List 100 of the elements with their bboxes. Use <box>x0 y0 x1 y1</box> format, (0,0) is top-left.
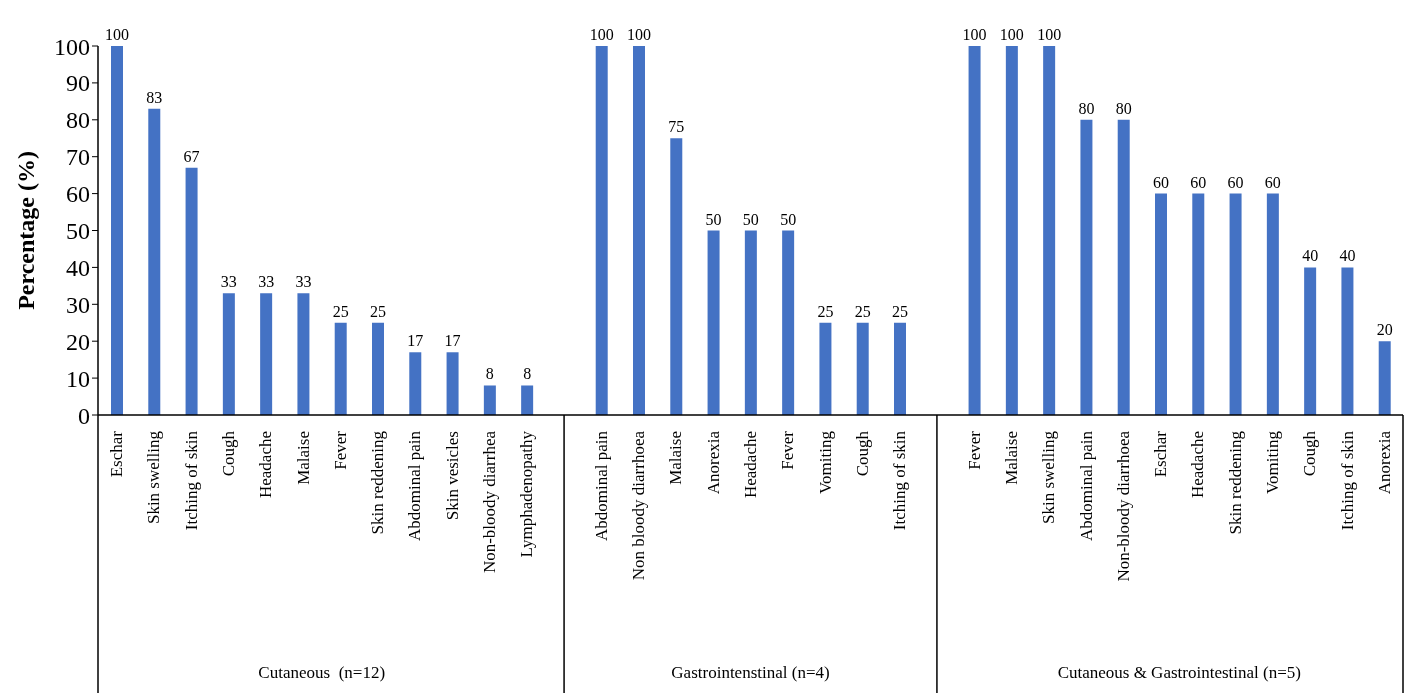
data-label: 8 <box>485 365 494 383</box>
bar <box>1080 119 1093 415</box>
bar <box>260 293 273 415</box>
bar <box>1192 193 1205 415</box>
y-tick-label: 80 <box>66 107 90 134</box>
x-tick-label: Cough <box>219 430 238 477</box>
x-tick-label: Anorexia <box>703 430 723 495</box>
data-label: 40 <box>1302 247 1319 265</box>
data-label: 25 <box>332 302 349 320</box>
bar <box>819 322 832 415</box>
y-tick-label: 60 <box>66 181 90 208</box>
bar <box>409 352 422 415</box>
data-label: 25 <box>892 302 908 320</box>
bar <box>521 385 534 415</box>
y-tick-label: 90 <box>66 70 90 97</box>
data-label: 25 <box>370 302 386 320</box>
data-label: 40 <box>1339 247 1356 265</box>
data-label: 25 <box>817 302 834 320</box>
x-tick-label: Vomiting <box>1263 430 1282 494</box>
x-tick-label: Vomiting <box>815 430 835 494</box>
x-tick-label: Abdominal pain <box>1076 430 1096 542</box>
x-tick-label: Itching of skin <box>890 430 910 531</box>
bar <box>1043 46 1056 415</box>
data-label: 50 <box>780 210 797 228</box>
x-tick-label: Malaise <box>666 431 686 485</box>
data-label: 67 <box>183 147 200 165</box>
y-tick-label: 20 <box>66 328 90 355</box>
x-tick-label: Headache <box>1188 431 1208 499</box>
x-tick-label: Skin swelling <box>1039 430 1059 525</box>
bar <box>1378 341 1391 415</box>
data-label: 75 <box>668 118 685 136</box>
data-label: 80 <box>1115 99 1132 117</box>
bar <box>372 322 384 415</box>
data-label: 17 <box>444 332 461 350</box>
bar <box>334 322 347 415</box>
bar <box>595 46 608 415</box>
data-label: 80 <box>1078 99 1095 117</box>
bar <box>744 230 757 415</box>
x-tick-label: Cough <box>1300 430 1320 477</box>
bar <box>1341 267 1354 415</box>
text: Cutaneous & Gastrointestinal (n=5) <box>1057 663 1301 682</box>
x-tick-label: Cough <box>852 430 872 477</box>
data-label: 60 <box>1190 173 1207 191</box>
data-label: 100 <box>999 26 1024 43</box>
data-label: 33 <box>258 273 275 291</box>
x-tick-label: Non bloody diarrhoea <box>629 430 649 581</box>
data-label: 100 <box>1037 26 1062 43</box>
bar <box>894 322 906 415</box>
data-label: 8 <box>523 365 532 383</box>
x-tick-label: Malaise <box>1002 431 1021 485</box>
bar <box>446 352 459 415</box>
data-label: 50 <box>742 210 759 228</box>
data-label: 100 <box>627 26 651 43</box>
data-label: 33 <box>295 273 312 291</box>
x-tick-label: Non-bloody diarrhoea <box>1113 430 1133 582</box>
x-tick-label: Malaise <box>293 431 313 485</box>
bar <box>1304 267 1317 415</box>
x-tick-label: Itching of skin <box>181 430 201 531</box>
data-label: 60 <box>1227 173 1244 191</box>
bar <box>856 322 869 415</box>
text: Gastrointenstinal (n=4) <box>671 663 830 682</box>
data-label: 60 <box>1264 173 1281 191</box>
data-label: 100 <box>962 26 987 43</box>
x-tick-label: Skin swelling <box>144 430 164 525</box>
data-label: 83 <box>146 88 163 106</box>
bar <box>1117 119 1130 415</box>
bar <box>968 46 981 415</box>
bar <box>670 138 683 415</box>
data-label: 50 <box>705 210 722 228</box>
y-tick-label: 40 <box>66 254 90 281</box>
data-label: 60 <box>1153 173 1169 191</box>
x-tick-label: Skin reddening <box>368 430 388 535</box>
x-tick-label: Abdominal pain <box>591 430 611 542</box>
x-tick-label: Eschar <box>1151 430 1171 478</box>
bar <box>148 108 161 415</box>
x-tick-label: Fever <box>330 430 350 470</box>
y-tick-label: 30 <box>66 291 90 318</box>
bar <box>483 385 496 415</box>
bar <box>222 293 235 415</box>
bar <box>297 293 310 415</box>
bar <box>633 46 645 415</box>
y-tick-label: 10 <box>66 365 90 392</box>
x-tick-label: Fever <box>778 430 798 470</box>
y-tick-label: 70 <box>66 144 90 171</box>
x-tick-label: Abdominal pain <box>405 430 425 542</box>
y-tick-label: 50 <box>66 218 90 245</box>
x-tick-label: Skin vesicles <box>442 431 462 521</box>
x-tick-label: Anorexia <box>1374 430 1394 495</box>
x-tick-label: Itching of skin <box>1337 430 1357 531</box>
x-tick-label: Eschar <box>107 430 127 478</box>
bar <box>185 167 198 415</box>
data-label: 100 <box>105 26 129 43</box>
bar <box>1005 46 1018 415</box>
data-label: 25 <box>854 302 871 320</box>
bar <box>1266 193 1279 415</box>
bar <box>1155 193 1167 415</box>
bar <box>111 46 123 415</box>
x-tick-label: Lymphadenopathy <box>517 430 537 558</box>
x-tick-label: Headache <box>256 431 276 499</box>
y-axis-title: Percentage (%) <box>12 151 40 310</box>
